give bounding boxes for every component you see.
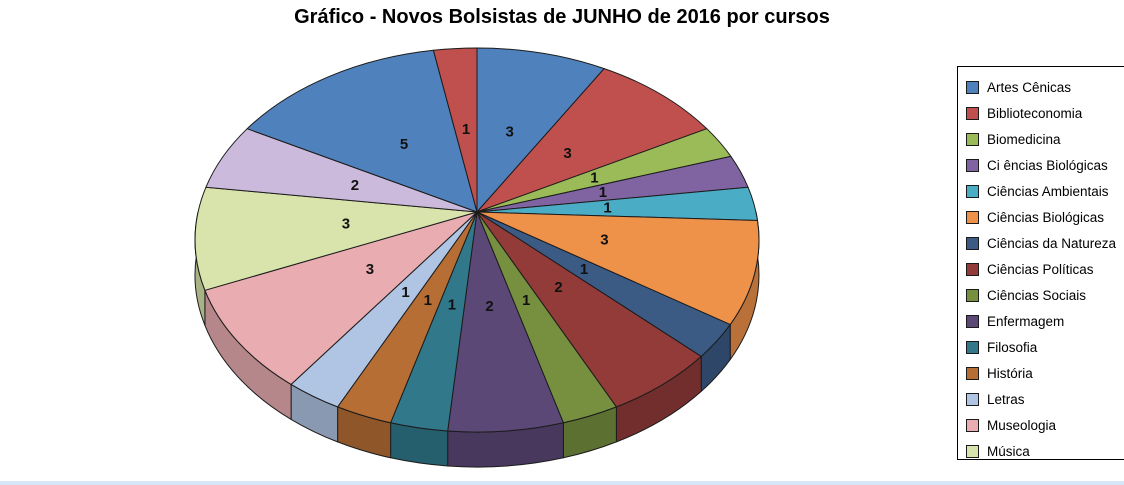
legend-label: Ciências da Natureza — [987, 235, 1117, 251]
legend-item[interactable]: Ciências Sociais — [964, 282, 1124, 308]
slice-value-label: 1 — [462, 121, 470, 138]
pie-slice-sides — [194, 211, 760, 468]
legend-label: História — [987, 365, 1033, 381]
legend-label: Ciências Sociais — [987, 287, 1087, 303]
legend-label: Enfermagem — [987, 313, 1065, 329]
chart-title: Gráfico - Novos Bolsistas de JUNHO de 20… — [294, 6, 830, 28]
legend-item[interactable]: Ciências Biológicas — [964, 204, 1124, 230]
legend-swatch — [966, 132, 979, 146]
pie-slice[interactable] — [432, 47, 478, 213]
slice-value-label: 3 — [342, 216, 350, 233]
legend-label: Biomedicina — [987, 131, 1061, 147]
legend-swatch — [966, 80, 979, 94]
legend-label: Artes Cênicas — [987, 79, 1072, 95]
legend-item[interactable]: Museologia — [964, 412, 1124, 438]
legend-item[interactable]: Artes Cênicas — [964, 74, 1124, 100]
legend-swatch — [966, 366, 979, 380]
slice-value-label: 3 — [563, 145, 571, 162]
pie-slice[interactable] — [476, 68, 708, 213]
legend-item[interactable]: Ciências Ambientais — [964, 178, 1124, 204]
legend-swatch — [966, 392, 979, 406]
slice-value-label: 1 — [424, 292, 432, 309]
pie-slice[interactable] — [476, 211, 702, 408]
legend-item[interactable]: Letras — [964, 386, 1124, 412]
slice-value-label: 3 — [506, 124, 514, 141]
slice-value-label: 1 — [522, 292, 530, 309]
pie-slice[interactable] — [204, 211, 478, 385]
legend-swatch — [966, 236, 979, 250]
window-edge-strip — [0, 481, 1124, 485]
chart-legend: Artes Cênicas Biblioteconomia Biomedicina C… — [957, 66, 1124, 460]
slice-value-label: 2 — [485, 298, 493, 315]
legend-swatch — [966, 288, 979, 302]
pie-slice[interactable] — [194, 186, 478, 291]
slice-value-label: 1 — [401, 284, 409, 301]
legend-item[interactable]: Biomedicina — [964, 126, 1124, 152]
legend-item[interactable]: Biblioteconomia — [964, 100, 1124, 126]
legend-label: Letras — [987, 391, 1025, 407]
pie-slice[interactable] — [476, 211, 760, 326]
slice-value-label: 5 — [400, 136, 408, 153]
legend-label: Ciências Biológicas — [987, 209, 1105, 225]
slice-value-label: 3 — [366, 261, 374, 278]
legend-item[interactable]: Enfermagem — [964, 308, 1124, 334]
legend-label: Filosofia — [987, 339, 1038, 355]
legend-label: Música — [987, 443, 1030, 459]
pie-slice-tops — [194, 47, 760, 433]
pie-slice[interactable] — [476, 47, 605, 213]
legend-item[interactable]: Filosofia — [964, 334, 1124, 360]
legend-item[interactable]: Ci ências Biológicas — [964, 152, 1124, 178]
legend-swatch — [966, 340, 979, 354]
legend-item[interactable]: Ciências Políticas — [964, 256, 1124, 282]
legend-swatch — [966, 184, 979, 198]
legend-swatch — [966, 418, 979, 432]
pie-slice[interactable] — [246, 49, 478, 213]
legend-swatch — [966, 210, 979, 224]
legend-swatch — [966, 158, 979, 172]
legend-label: Ciências Políticas — [987, 261, 1094, 277]
slice-value-label: 1 — [448, 297, 456, 314]
legend-label: Ci ências Biológicas — [987, 157, 1108, 173]
legend-swatch — [966, 262, 979, 276]
legend-label: Biblioteconomia — [987, 105, 1083, 121]
legend-item[interactable]: Ciências da Natureza — [964, 230, 1124, 256]
legend-label: Ciências Ambientais — [987, 183, 1109, 199]
slice-value-label: 1 — [590, 170, 598, 187]
legend-swatch — [966, 444, 979, 458]
slice-value-label: 2 — [351, 177, 359, 194]
legend-label: Museologia — [987, 417, 1057, 433]
legend-swatch — [966, 106, 979, 120]
legend-swatch — [966, 314, 979, 328]
slice-value-label: 3 — [600, 231, 608, 248]
slice-value-label: 1 — [599, 184, 607, 201]
legend-item[interactable]: História — [964, 360, 1124, 386]
legend-item[interactable]: Música — [964, 438, 1124, 464]
slice-value-label: 1 — [580, 261, 588, 278]
slice-value-label: 1 — [603, 200, 611, 217]
slice-value-label: 2 — [554, 279, 562, 296]
pie-slice[interactable] — [447, 211, 564, 433]
